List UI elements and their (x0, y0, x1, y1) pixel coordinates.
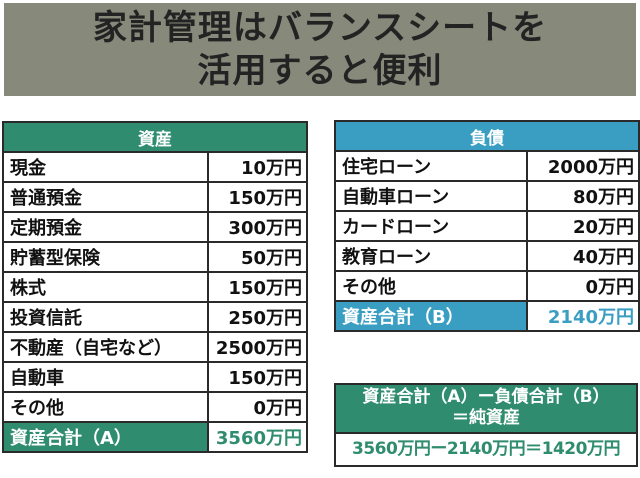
liability-label: 住宅ローン (334, 150, 528, 182)
liability-value: 2000万円 (526, 150, 640, 182)
table-row: 現金 10万円 (2, 151, 308, 183)
liabilities-table: 負債 住宅ローン 2000万円 自動車ローン 80万円 カードローン 20万円 教育ロ… (334, 120, 640, 332)
assets-table: 資産 現金 10万円 普通預金 150万円 定期預金 300万円 貯蓄型保険 50万円 … (2, 121, 308, 453)
asset-label: 現金 (2, 151, 209, 183)
asset-value: 150万円 (207, 361, 308, 393)
asset-label: 自動車 (2, 361, 209, 393)
liability-value: 80万円 (526, 180, 640, 212)
liability-label: カードローン (334, 210, 528, 242)
asset-value: 150万円 (207, 181, 308, 213)
asset-label: 株式 (2, 271, 209, 303)
formula-calculation: 3560万円ー2140万円＝1420万円 (352, 439, 620, 459)
asset-label: 不動産（自宅など） (2, 331, 209, 363)
liabilities-total-value: 2140万円 (526, 300, 640, 332)
asset-value: 250万円 (207, 301, 308, 333)
asset-value: 150万円 (207, 271, 308, 303)
asset-value: 0万円 (207, 391, 308, 423)
liability-value: 40万円 (526, 240, 640, 272)
liabilities-header: 負債 (334, 120, 640, 152)
table-row: 住宅ローン 2000万円 (334, 150, 640, 182)
table-row: 定期預金 300万円 (2, 211, 308, 243)
asset-value: 10万円 (207, 151, 308, 183)
asset-label: 投資信託 (2, 301, 209, 333)
formula-header-line-1: 資産合計（A）ー負債合計（B） (362, 387, 610, 407)
assets-header: 資産 (2, 121, 308, 153)
assets-total-value: 3560万円 (207, 421, 308, 453)
liabilities-total-label: 資産合計（B） (334, 300, 528, 332)
table-row: 教育ローン 40万円 (334, 240, 640, 272)
table-row: その他 0万円 (334, 270, 640, 302)
asset-label: 普通預金 (2, 181, 209, 213)
asset-label: その他 (2, 391, 209, 423)
table-row: 貯蓄型保険 50万円 (2, 241, 308, 273)
asset-label: 定期預金 (2, 211, 209, 243)
table-row: 株式 150万円 (2, 271, 308, 303)
table-row: 投資信託 250万円 (2, 301, 308, 333)
liability-label: 教育ローン (334, 240, 528, 272)
asset-value: 2500万円 (207, 331, 308, 363)
liability-label: その他 (334, 270, 528, 302)
liability-label: 自動車ローン (334, 180, 528, 212)
title-banner: 家計管理はバランスシートを 活用すると便利 (4, 3, 636, 96)
liability-value: 20万円 (526, 210, 640, 242)
table-row: 自動車ローン 80万円 (334, 180, 640, 212)
formula-header-line-2: ＝純資産 (452, 408, 520, 428)
assets-total-row: 資産合計（A） 3560万円 (2, 421, 308, 453)
table-row: 普通預金 150万円 (2, 181, 308, 213)
assets-total-label: 資産合計（A） (2, 421, 209, 453)
asset-label: 貯蓄型保険 (2, 241, 209, 273)
title-line-1: 家計管理はバランスシートを (92, 7, 548, 48)
table-row: 不動産（自宅など） 2500万円 (2, 331, 308, 363)
title-line-2: 活用すると便利 (197, 50, 443, 91)
table-row: 自動車 150万円 (2, 361, 308, 393)
formula-header: 資産合計（A）ー負債合計（B） ＝純資産 (336, 385, 636, 434)
table-row: カードローン 20万円 (334, 210, 640, 242)
net-worth-formula-box: 資産合計（A）ー負債合計（B） ＝純資産 3560万円ー2140万円＝1420万… (334, 383, 638, 467)
asset-value: 300万円 (207, 211, 308, 243)
asset-value: 50万円 (207, 241, 308, 273)
liabilities-total-row: 資産合計（B） 2140万円 (334, 300, 640, 332)
table-row: その他 0万円 (2, 391, 308, 423)
liability-value: 0万円 (526, 270, 640, 302)
